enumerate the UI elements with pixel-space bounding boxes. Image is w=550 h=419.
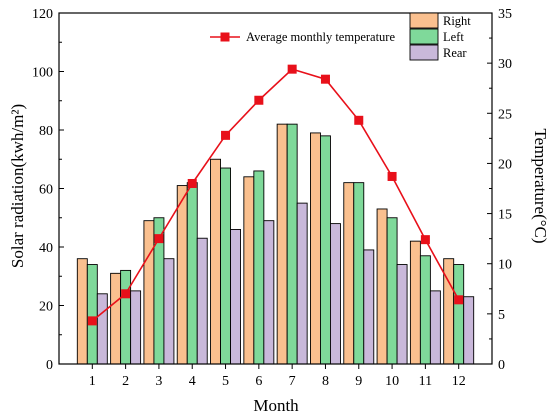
bar-left-6: [253, 170, 265, 365]
bar-rear-7: [296, 202, 308, 365]
bar-right-1: [76, 258, 88, 365]
x-tick-label-5: 5: [222, 374, 229, 389]
x-axis-title: Month: [253, 396, 299, 415]
temperature-point-7: [287, 64, 297, 74]
x-tick-label-7: 7: [289, 374, 296, 389]
bars-layer: [76, 123, 475, 365]
temperature-point-9: [354, 115, 364, 125]
x-tick-label-2: 2: [122, 374, 129, 389]
bar-right-5: [210, 158, 221, 365]
legend-label-rear: Rear: [443, 46, 467, 60]
legend: Average monthly temperature Right Left Rear: [210, 12, 471, 61]
x-tick-label-8: 8: [322, 374, 329, 389]
y-left-tick-label: 80: [39, 124, 53, 139]
bar-left-7: [286, 123, 298, 365]
y-right-tick-label: 25: [498, 107, 512, 122]
temperature-point-5: [221, 130, 231, 140]
y-right-tick-label: 15: [498, 208, 512, 223]
x-tick-label-3: 3: [155, 374, 162, 389]
bar-right-3: [143, 220, 155, 365]
bar-rear-5: [230, 228, 241, 365]
bar-right-6: [243, 176, 255, 365]
y-right-tick-label: 20: [498, 157, 512, 172]
temperature-line: [91, 68, 460, 322]
x-tick-label-9: 9: [355, 374, 362, 389]
legend-label-temperature: Average monthly temperature: [246, 30, 395, 44]
temperature-point-3: [154, 234, 164, 244]
y-right-tick-label: 10: [498, 258, 512, 273]
legend-line-marker: [220, 32, 230, 42]
bar-right-10: [376, 208, 388, 365]
bar-rear-4: [196, 237, 208, 365]
y-axis-title-right: Temperature(°C): [531, 128, 550, 243]
bar-left-12: [453, 264, 465, 365]
bar-right-11: [409, 240, 421, 365]
bar-rear-10: [396, 264, 408, 365]
y-left-tick-label: 120: [32, 7, 53, 22]
temperature-point-8: [320, 74, 330, 84]
y-left-tick-label: 40: [39, 241, 53, 256]
bar-left-8: [320, 135, 331, 365]
bar-rear-11: [429, 290, 441, 365]
bar-left-4: [186, 182, 198, 365]
bar-rear-3: [163, 258, 175, 365]
bar-right-2: [110, 272, 122, 365]
temperature-point-1: [87, 316, 97, 326]
x-tick-label-6: 6: [255, 374, 262, 389]
legend-swatch-rear: [409, 44, 439, 61]
x-tick-label-10: 10: [385, 374, 399, 389]
temperature-point-10: [387, 171, 397, 181]
bar-left-1: [86, 264, 98, 365]
bar-rear-8: [330, 223, 341, 365]
y-left-tick-label: 100: [32, 66, 53, 81]
x-tick-label-11: 11: [419, 374, 432, 389]
y-left-tick-label: 20: [39, 300, 53, 315]
y-left-tick-label: 60: [39, 183, 53, 198]
y-axis-title-left: Solar radiation(kwh/m²): [8, 104, 27, 268]
x-tick-label-12: 12: [452, 374, 466, 389]
y-right-tick-label: 0: [498, 358, 505, 373]
bar-left-2: [120, 269, 132, 365]
bar-rear-6: [263, 220, 275, 365]
legend-label-right: Right: [443, 14, 471, 28]
y-right-tick-label: 35: [498, 7, 512, 22]
bar-left-10: [386, 217, 398, 365]
bar-right-7: [276, 123, 288, 365]
x-tick-label-1: 1: [89, 374, 96, 389]
temperature-point-2: [121, 289, 131, 299]
legend-swatch-right: [409, 12, 439, 29]
bar-rear-12: [463, 296, 475, 365]
y-right-tick-label: 5: [498, 308, 505, 323]
y-left-tick-label: 0: [46, 358, 53, 373]
legend-swatch-left: [409, 28, 439, 45]
x-tick-label-4: 4: [189, 374, 196, 389]
bar-right-4: [176, 185, 188, 365]
bar-left-9: [353, 182, 365, 365]
bar-right-8: [310, 132, 321, 365]
temperature-point-6: [254, 95, 264, 105]
y-right-tick-label: 30: [498, 57, 512, 72]
temperature-point-12: [454, 295, 464, 305]
bar-left-11: [419, 255, 431, 365]
bar-right-9: [343, 182, 355, 365]
temperature-point-11: [420, 235, 430, 245]
bar-rear-9: [363, 249, 375, 365]
temperature-point-4: [187, 178, 197, 188]
legend-label-left: Left: [443, 30, 464, 44]
bar-rear-1: [96, 293, 108, 365]
bar-left-5: [220, 167, 231, 365]
temperature-line-layer: [87, 64, 464, 326]
bar-rear-2: [130, 290, 142, 365]
